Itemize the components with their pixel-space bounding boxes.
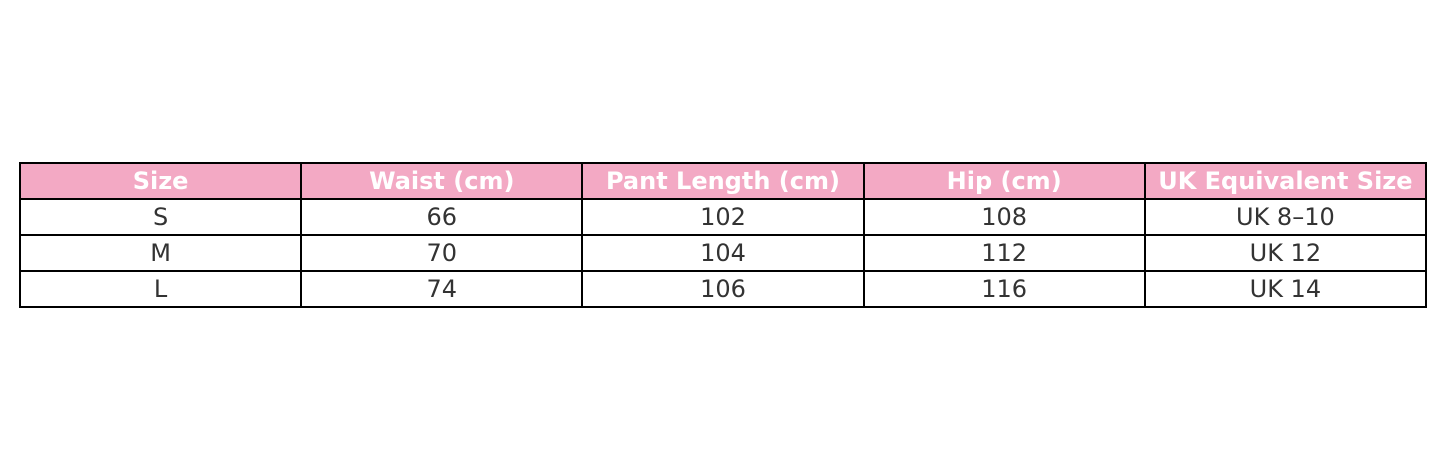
size-chart-table: Size Waist (cm) Pant Length (cm) Hip (cm) UK… — [18, 162, 1428, 308]
table-cell: M — [18, 234, 303, 272]
table-cell: 70 — [300, 234, 584, 272]
table-cell: 108 — [862, 198, 1146, 236]
column-header: Pant Length (cm) — [581, 162, 865, 200]
table-cell: UK 8–10 — [1143, 198, 1428, 236]
table-row: L 74 106 116 UK 14 — [18, 270, 1428, 308]
table-cell: 112 — [862, 234, 1146, 272]
column-header: Size — [18, 162, 303, 200]
table-cell: 106 — [581, 270, 865, 308]
column-header: UK Equivalent Size — [1143, 162, 1428, 200]
table-row: S 66 102 108 UK 8–10 — [18, 198, 1428, 236]
column-header: Waist (cm) — [300, 162, 584, 200]
table-cell: 102 — [581, 198, 865, 236]
column-header: Hip (cm) — [862, 162, 1146, 200]
table-cell: L — [18, 270, 303, 308]
table-cell: S — [18, 198, 303, 236]
header-row: Size Waist (cm) Pant Length (cm) Hip (cm) UK… — [18, 162, 1428, 200]
table-cell: UK 12 — [1143, 234, 1428, 272]
table-row: M 70 104 112 UK 12 — [18, 234, 1428, 272]
table-cell: 116 — [862, 270, 1146, 308]
table-cell: 74 — [300, 270, 584, 308]
table-cell: 66 — [300, 198, 584, 236]
table-cell: 104 — [581, 234, 865, 272]
table-cell: UK 14 — [1143, 270, 1428, 308]
